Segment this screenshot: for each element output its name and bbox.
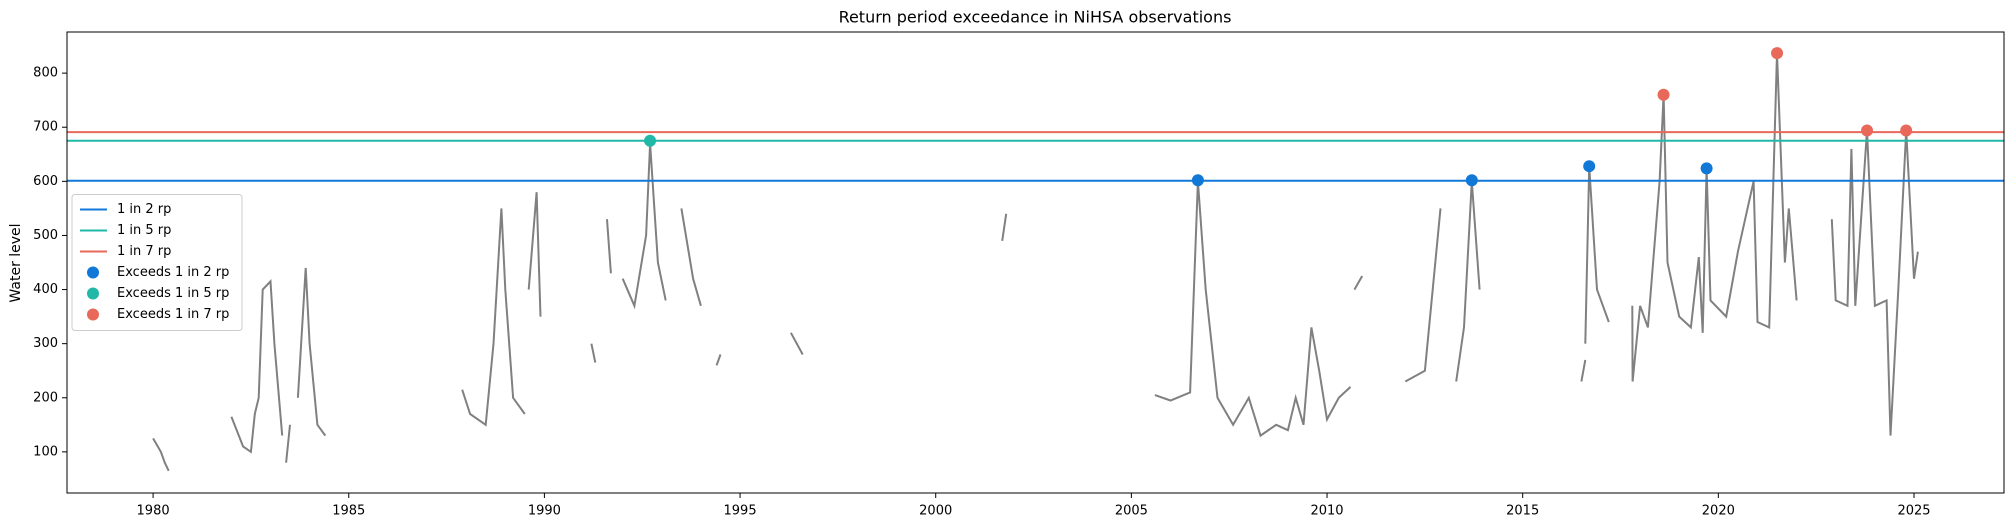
legend-label: Exceeds 1 in 5 rp	[117, 286, 229, 301]
exceedance-point	[1583, 160, 1596, 173]
legend-box	[71, 194, 243, 331]
y-tick-label: 200	[33, 390, 58, 405]
x-tick-label: 1990	[528, 504, 561, 519]
x-tick-label: 2020	[1702, 504, 1735, 519]
y-tick-label: 700	[33, 120, 58, 135]
legend-marker	[87, 266, 99, 279]
y-tick-label: 800	[33, 66, 58, 81]
exceedance-point	[1465, 174, 1478, 187]
x-tick-label: 2025	[1897, 504, 1930, 519]
water-level-line	[152, 53, 1919, 472]
x-tick-label: 1980	[137, 504, 170, 519]
legend-label: 1 in 2 rp	[117, 202, 171, 217]
y-tick-label: 500	[33, 228, 58, 243]
plot-frame	[66, 31, 2005, 494]
y-tick-label: 600	[33, 174, 58, 189]
exceedance-point	[1191, 174, 1204, 187]
legend-label: Exceeds 1 in 7 rp	[117, 307, 229, 322]
legend-marker	[87, 308, 99, 321]
x-tick-label: 2015	[1506, 504, 1539, 519]
exceedance-point	[644, 134, 657, 147]
y-axis-label: Water level	[8, 223, 24, 302]
legend-label: 1 in 7 rp	[117, 244, 171, 259]
legend-label: Exceeds 1 in 2 rp	[117, 265, 229, 280]
exceedance-point	[1657, 88, 1670, 101]
legend-marker	[87, 287, 99, 300]
exceedance-point	[1771, 47, 1784, 60]
x-tick-label: 2000	[919, 504, 952, 519]
legend-label: 1 in 5 rp	[117, 223, 171, 238]
x-tick-label: 1995	[724, 504, 757, 519]
x-tick-label: 1985	[332, 504, 365, 519]
y-tick-label: 300	[33, 336, 58, 351]
exceedance-point	[1900, 124, 1913, 137]
exceedance-point	[1861, 124, 1874, 137]
x-tick-label: 2010	[1310, 504, 1343, 519]
y-tick-label: 100	[33, 444, 58, 459]
x-tick-label: 2005	[1115, 504, 1148, 519]
chart-title: Return period exceedance in NiHSA observ…	[839, 8, 1232, 27]
exceedance-point	[1700, 162, 1713, 175]
y-tick-label: 400	[33, 282, 58, 297]
